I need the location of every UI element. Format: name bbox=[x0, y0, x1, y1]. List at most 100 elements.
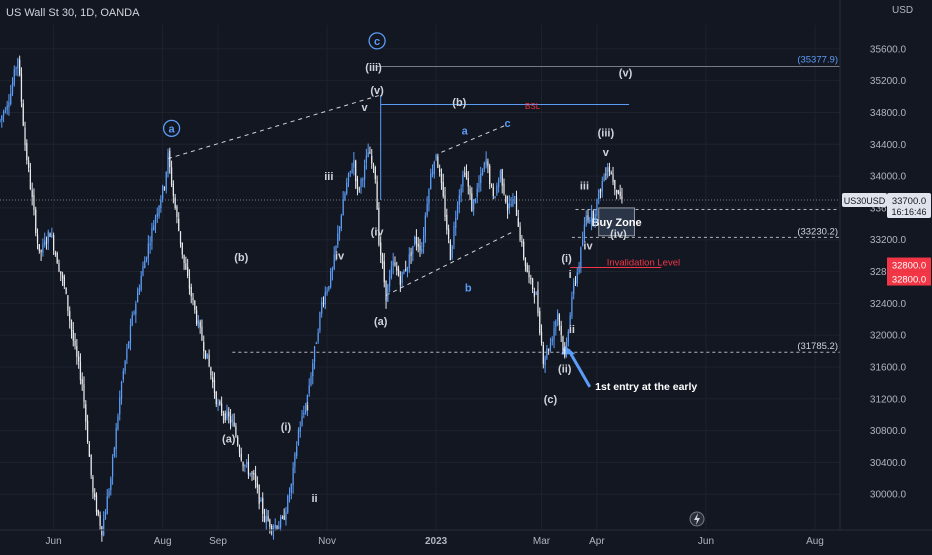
candle-body[interactable] bbox=[92, 477, 94, 493]
candle[interactable] bbox=[594, 209, 596, 228]
candle[interactable] bbox=[140, 270, 142, 292]
candle[interactable] bbox=[99, 511, 101, 531]
candle[interactable] bbox=[8, 94, 10, 116]
candle-body[interactable] bbox=[394, 262, 396, 265]
candle-body[interactable] bbox=[136, 292, 139, 303]
candle[interactable] bbox=[440, 168, 443, 190]
candle[interactable] bbox=[410, 247, 412, 264]
price-axis[interactable]: 30000.0 30400.0 30800.0 31200.0 31600.0 32000… bbox=[839, 0, 932, 550]
candle[interactable] bbox=[103, 511, 105, 537]
candle-body[interactable] bbox=[142, 265, 144, 276]
candle-body[interactable] bbox=[26, 143, 28, 161]
candle-body[interactable] bbox=[271, 525, 273, 530]
candle[interactable] bbox=[535, 291, 537, 296]
candle[interactable] bbox=[376, 175, 378, 210]
candle[interactable] bbox=[162, 184, 164, 203]
candle[interactable] bbox=[156, 207, 158, 224]
candle-body[interactable] bbox=[551, 339, 553, 342]
candle[interactable] bbox=[371, 149, 373, 169]
candle-body[interactable] bbox=[565, 341, 568, 355]
candle[interactable] bbox=[35, 206, 37, 237]
candle[interactable] bbox=[524, 257, 527, 272]
candle-body[interactable] bbox=[258, 485, 260, 504]
candle[interactable] bbox=[192, 292, 194, 306]
candle[interactable] bbox=[219, 399, 221, 406]
candle-body[interactable] bbox=[15, 67, 17, 70]
candle-body[interactable] bbox=[573, 282, 575, 295]
candle-body[interactable] bbox=[44, 240, 46, 246]
candle[interactable] bbox=[590, 204, 593, 231]
candle-body[interactable] bbox=[260, 499, 262, 502]
candle-body[interactable] bbox=[381, 254, 384, 264]
candle-body[interactable] bbox=[347, 173, 350, 182]
candle-body[interactable] bbox=[79, 361, 82, 380]
candle[interactable] bbox=[120, 380, 123, 405]
candle[interactable] bbox=[569, 312, 571, 334]
candle-body[interactable] bbox=[292, 467, 294, 486]
candle-body[interactable] bbox=[337, 233, 339, 245]
candle-body[interactable] bbox=[592, 210, 594, 222]
candle[interactable] bbox=[328, 285, 330, 292]
candle[interactable] bbox=[360, 177, 362, 194]
candle[interactable] bbox=[213, 372, 216, 399]
candle[interactable] bbox=[197, 315, 200, 329]
candle[interactable] bbox=[244, 464, 246, 473]
candle[interactable] bbox=[344, 191, 346, 202]
candle-body[interactable] bbox=[237, 437, 239, 446]
candle[interactable] bbox=[199, 319, 201, 334]
candle[interactable] bbox=[531, 277, 534, 294]
candle[interactable] bbox=[422, 226, 425, 254]
candle[interactable] bbox=[489, 163, 491, 190]
candle-body[interactable] bbox=[162, 185, 164, 200]
candle-body[interactable] bbox=[474, 199, 477, 202]
candle[interactable] bbox=[605, 167, 607, 181]
candle-body[interactable] bbox=[471, 193, 473, 212]
candle-body[interactable] bbox=[346, 182, 348, 194]
candle-body[interactable] bbox=[27, 160, 30, 169]
candle[interactable] bbox=[297, 427, 300, 446]
candle[interactable] bbox=[380, 236, 382, 264]
candle[interactable] bbox=[319, 311, 321, 334]
candle[interactable] bbox=[583, 217, 586, 242]
candle[interactable] bbox=[190, 283, 192, 304]
candle[interactable] bbox=[251, 470, 253, 481]
candle-body[interactable] bbox=[70, 320, 73, 331]
candle-body[interactable] bbox=[204, 350, 207, 358]
candle-body[interactable] bbox=[607, 167, 609, 178]
candle-body[interactable] bbox=[115, 428, 117, 450]
candle-body[interactable] bbox=[140, 275, 142, 290]
candle[interactable] bbox=[0, 118, 1, 123]
candle[interactable] bbox=[451, 244, 453, 260]
candle[interactable] bbox=[574, 276, 577, 287]
candle[interactable] bbox=[512, 193, 514, 208]
candle[interactable] bbox=[27, 156, 30, 173]
candle-body[interactable] bbox=[490, 185, 493, 187]
candle[interactable] bbox=[603, 173, 605, 182]
candle[interactable] bbox=[499, 169, 502, 183]
candle-body[interactable] bbox=[453, 225, 455, 245]
candle[interactable] bbox=[187, 258, 189, 279]
candle[interactable] bbox=[521, 234, 523, 247]
candle-body[interactable] bbox=[238, 446, 241, 453]
candle[interactable] bbox=[562, 335, 564, 355]
candle-body[interactable] bbox=[269, 519, 271, 527]
candle-body[interactable] bbox=[145, 257, 148, 260]
candle[interactable] bbox=[204, 350, 207, 360]
candle-body[interactable] bbox=[120, 381, 123, 399]
candle-body[interactable] bbox=[131, 315, 133, 326]
candle[interactable] bbox=[95, 492, 98, 516]
candle-body[interactable] bbox=[451, 245, 453, 259]
candle[interactable] bbox=[167, 148, 169, 178]
candle[interactable] bbox=[553, 321, 555, 349]
candle[interactable] bbox=[469, 185, 471, 201]
candle[interactable] bbox=[238, 444, 241, 458]
candle[interactable] bbox=[256, 476, 258, 494]
candle[interactable] bbox=[272, 524, 275, 540]
candle[interactable] bbox=[351, 162, 353, 174]
candle-body[interactable] bbox=[187, 267, 189, 277]
candle[interactable] bbox=[104, 508, 107, 520]
candle-body[interactable] bbox=[612, 173, 614, 183]
candle-body[interactable] bbox=[72, 329, 74, 341]
candle-body[interactable] bbox=[603, 176, 605, 182]
candle[interactable] bbox=[430, 168, 432, 190]
